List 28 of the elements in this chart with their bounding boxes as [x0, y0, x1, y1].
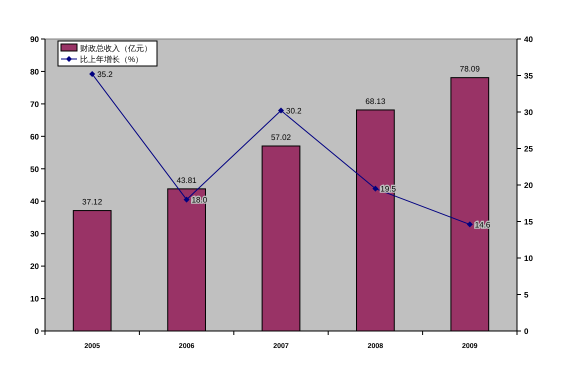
- data-label: 57.02: [270, 133, 292, 142]
- y2-tick: 20: [524, 181, 533, 190]
- y-tick: 90: [30, 35, 39, 44]
- y-tick: 20: [30, 262, 39, 272]
- legend-label: 财政总收入（亿元）: [80, 44, 152, 53]
- data-label: 37.12: [82, 198, 102, 207]
- y-tick: 40: [30, 197, 39, 206]
- data-label: 78.09: [460, 64, 480, 74]
- y-tick: 80: [30, 67, 39, 76]
- y2-tick: 30: [524, 108, 533, 117]
- y-tick: 0: [34, 327, 39, 336]
- y2-tick: 25: [524, 144, 533, 154]
- data-label: 68.13: [365, 96, 386, 106]
- y-tick: 60: [30, 132, 39, 142]
- y2-tick: 40: [524, 35, 533, 44]
- y2-tick: 15: [524, 218, 533, 226]
- data-label: 30.2: [286, 106, 302, 116]
- y-tick: 10: [30, 294, 39, 304]
- y-tick: 70: [30, 100, 39, 109]
- data-label: 35.2: [97, 70, 113, 80]
- y-tick: 50: [30, 164, 39, 174]
- y2-tick: 10: [524, 254, 533, 263]
- y-tick: 30: [30, 230, 39, 239]
- y2-tick: 35: [524, 72, 533, 80]
- legend-label: 比上年增长（%）: [80, 55, 144, 64]
- data-label: 43.81: [176, 176, 197, 185]
- y2-tick: 5: [524, 290, 528, 300]
- y2-tick: 0: [524, 327, 528, 336]
